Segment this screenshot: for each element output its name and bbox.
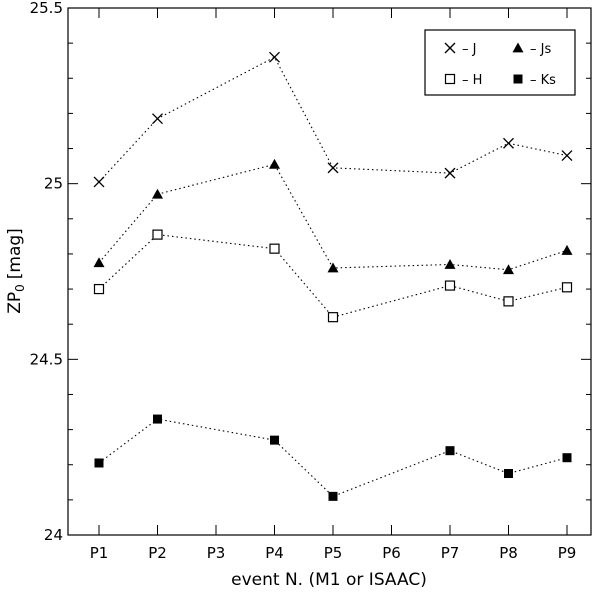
series-line-js xyxy=(98,163,568,271)
legend-item-j: – J xyxy=(444,42,476,57)
series-js xyxy=(93,158,573,275)
data-point-j xyxy=(93,176,105,188)
data-point-j xyxy=(152,113,163,125)
data-point-h xyxy=(269,243,280,254)
legend: – J – Js – H – Ks xyxy=(424,29,576,96)
data-point-ks xyxy=(445,446,455,456)
data-point-j xyxy=(444,167,456,179)
data-point-j xyxy=(327,162,339,174)
series-line-ks xyxy=(98,418,568,497)
data-point-js xyxy=(444,258,456,269)
data-point-j xyxy=(561,150,573,162)
legend-label: – Ks xyxy=(530,73,556,88)
y-axis-label-subscript: 0 xyxy=(13,284,27,292)
y-tick-label: 25 xyxy=(44,175,63,193)
legend-item-js: – Js xyxy=(512,42,551,57)
plot-frame xyxy=(67,7,592,536)
legend-label: – Js xyxy=(530,42,551,57)
y-tick-label: 25.5 xyxy=(30,0,63,17)
series-line-h xyxy=(98,234,568,318)
legend-item-h: – H xyxy=(444,73,482,88)
legend-marker-js xyxy=(512,42,524,53)
x-tick-label: P3 xyxy=(207,544,226,562)
data-point-h xyxy=(93,283,105,295)
data-point-ks xyxy=(153,414,162,424)
series-ks xyxy=(94,414,572,501)
legend-item-ks: – Ks xyxy=(513,73,556,88)
legend-marker-h xyxy=(444,73,456,85)
svg-text:ZP0[mag]: ZP0 [mag] xyxy=(5,228,27,314)
y-axis-label-unit: [mag] xyxy=(5,228,25,279)
series-layer xyxy=(93,51,573,501)
x-tick-label: P7 xyxy=(441,544,460,562)
y-tick-label: 24 xyxy=(44,526,63,544)
data-point-js xyxy=(93,257,105,268)
x-tick-label: P5 xyxy=(324,544,343,562)
x-tick-label: P9 xyxy=(558,544,577,562)
data-point-ks xyxy=(270,435,279,445)
data-point-ks xyxy=(562,453,572,463)
y-axis-label-main: ZP xyxy=(5,292,25,314)
data-point-js xyxy=(561,244,573,255)
y-axis-label: ZP0 [mag] xyxy=(5,228,27,314)
x-tick-label: P8 xyxy=(499,544,518,562)
data-point-js xyxy=(503,264,514,275)
y-tick-label: 24.5 xyxy=(30,350,63,368)
legend-label: – H xyxy=(462,73,482,88)
x-tick-label: P4 xyxy=(265,544,284,562)
data-point-ks xyxy=(94,458,104,468)
x-axis: P1 P2 P3 P4 P5 P6 P7 P8 P9 xyxy=(90,8,577,562)
data-point-h xyxy=(561,282,573,293)
data-point-j xyxy=(503,137,514,149)
x-tick-label: P1 xyxy=(90,544,109,562)
data-point-h xyxy=(503,296,514,307)
legend-marker-ks xyxy=(513,74,523,84)
data-point-js xyxy=(269,158,280,169)
data-point-h xyxy=(152,229,163,240)
x-tick-label: P6 xyxy=(382,544,401,562)
x-axis-label: event N. (M1 or ISAAC) xyxy=(231,570,427,590)
legend-marker-j xyxy=(444,42,456,54)
data-point-h xyxy=(444,280,456,291)
x-tick-label: P2 xyxy=(148,544,167,562)
data-point-h xyxy=(327,312,339,323)
data-point-j xyxy=(269,51,280,63)
data-point-js xyxy=(152,188,163,199)
legend-box xyxy=(424,29,576,96)
series-h xyxy=(93,229,573,323)
data-point-ks xyxy=(328,491,338,501)
y-axis: 24 24.5 25 25.5 xyxy=(30,0,591,544)
data-point-ks xyxy=(504,469,513,479)
legend-label: – J xyxy=(462,42,476,57)
series-j xyxy=(93,51,573,188)
data-point-js xyxy=(327,262,339,273)
